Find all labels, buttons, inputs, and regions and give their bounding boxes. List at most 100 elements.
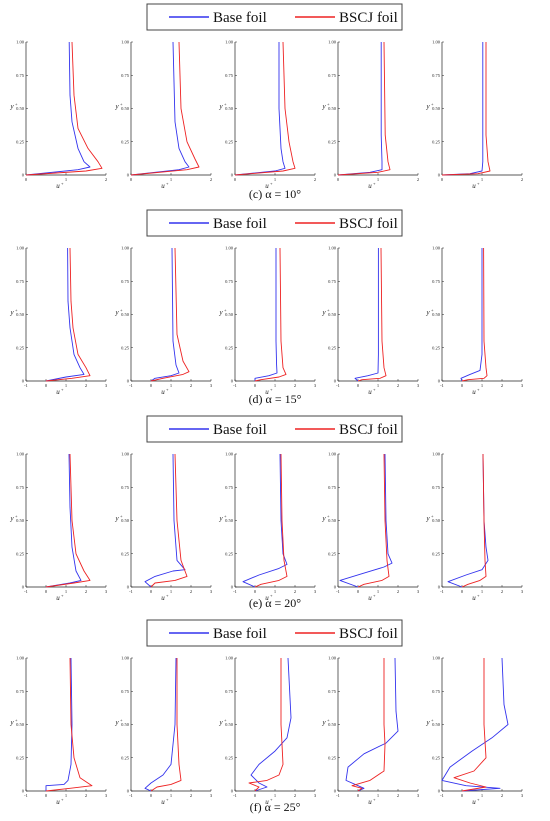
x-tick-label: 3 <box>417 793 420 798</box>
x-axis-label-sup: + <box>373 387 376 392</box>
x-tick-label: 3 <box>314 793 317 798</box>
x-tick-label: 0 <box>441 177 444 182</box>
y-axis-label: y <box>218 719 223 727</box>
series-base-line <box>337 42 383 176</box>
x-tick-label: 1 <box>170 177 172 182</box>
x-tick-label: 0 <box>254 793 257 798</box>
panel-2-4: 00.250.500.751.00-1 0 1 2 3y +u + <box>321 246 419 397</box>
x-tick-label: 0 <box>25 177 28 182</box>
x-tick-label: 0 <box>357 589 360 594</box>
y-tick-label: 0.75 <box>121 485 130 490</box>
panel-4-5: 00.250.500.751.00-1 0 1 2 3y +u + <box>425 656 523 807</box>
series-base-line <box>130 41 190 176</box>
x-tick-label: 0 <box>150 383 153 388</box>
series-base-line <box>254 248 278 381</box>
y-axis-label-sup: + <box>431 102 434 107</box>
y-tick-label: 0.50 <box>328 312 337 317</box>
x-axis-label-sup: + <box>477 593 480 598</box>
y-axis-label-sup: + <box>224 514 227 519</box>
y-tick-label: 0.25 <box>225 139 234 144</box>
x-tick-label: 0 <box>254 383 257 388</box>
x-tick-label: 1 <box>65 177 67 182</box>
x-tick-label: 2 <box>314 177 316 182</box>
y-axis-label-sup: + <box>15 308 18 313</box>
series-base-line <box>441 42 484 176</box>
x-tick-label: 2 <box>85 793 87 798</box>
y-tick-label: 0.25 <box>432 551 441 556</box>
y-axis-label-sup: + <box>431 308 434 313</box>
series-bscj-line <box>254 247 287 382</box>
y-tick-label: 1.00 <box>121 246 130 251</box>
y-tick-label: 0.50 <box>432 312 441 317</box>
x-tick-label: 0 <box>45 793 48 798</box>
y-tick-label: 0.75 <box>432 73 441 78</box>
y-axis-label: y <box>9 309 14 317</box>
y-tick-label: 1.00 <box>432 40 441 45</box>
x-axis-label-sup: + <box>373 181 376 186</box>
y-tick-label: 0.50 <box>121 106 130 111</box>
y-axis-label: y <box>114 103 119 111</box>
x-axis-label: u <box>368 388 372 396</box>
x-tick-label: 1 <box>170 793 172 798</box>
x-tick-label: 3 <box>314 383 317 388</box>
y-tick-label: 0.25 <box>16 345 25 350</box>
x-tick-label: 2 <box>294 383 296 388</box>
y-tick-label: 0.75 <box>225 689 234 694</box>
y-axis-label: y <box>114 515 119 523</box>
x-axis-label: u <box>56 182 60 190</box>
y-tick-label: 1.00 <box>16 452 25 457</box>
legend-base-label: Base foil <box>213 10 267 26</box>
series-base-line <box>144 657 177 792</box>
x-tick-label: -1 <box>336 589 340 594</box>
y-tick-label: 0.50 <box>432 518 441 523</box>
y-tick-label: 0 <box>22 585 25 590</box>
x-axis-label: u <box>472 388 476 396</box>
x-tick-label: 0 <box>461 383 464 388</box>
x-tick-label: 0 <box>150 793 153 798</box>
x-tick-label: 3 <box>521 383 524 388</box>
series-bscj-line <box>453 658 487 792</box>
x-tick-label: 0 <box>357 383 360 388</box>
y-tick-label: 1.00 <box>225 656 234 661</box>
x-axis-label-sup: + <box>270 593 273 598</box>
x-tick-label: 2 <box>294 793 296 798</box>
x-axis-label: u <box>472 182 476 190</box>
legend-base-label: Base foil <box>213 626 267 642</box>
x-tick-label: 2 <box>85 589 87 594</box>
y-tick-label: 1.00 <box>225 40 234 45</box>
series-base-line <box>447 453 489 588</box>
series-bscj-line <box>234 41 296 176</box>
y-tick-label: 1.00 <box>432 246 441 251</box>
y-tick-label: 0.25 <box>121 345 130 350</box>
y-tick-label: 0.50 <box>225 312 234 317</box>
series-bscj-line <box>357 453 390 588</box>
chart-caption: (f) α = 25° <box>250 800 301 814</box>
y-axis-label: y <box>218 515 223 523</box>
y-tick-label: 0 <box>334 789 337 794</box>
series-bscj-line <box>461 247 488 382</box>
x-axis-label-sup: + <box>61 797 64 802</box>
y-axis-label-sup: + <box>120 102 123 107</box>
series-bscj-line <box>45 453 91 588</box>
y-tick-label: 0 <box>22 173 25 178</box>
series-base-line <box>45 657 73 791</box>
x-tick-label: 2 <box>85 383 87 388</box>
y-tick-label: 0.50 <box>16 722 25 727</box>
y-tick-label: 0.50 <box>225 106 234 111</box>
y-axis-label-sup: + <box>431 514 434 519</box>
x-tick-label: 3 <box>105 383 108 388</box>
y-tick-label: 0.75 <box>328 279 337 284</box>
x-axis-label: u <box>265 182 269 190</box>
y-tick-label: 0.25 <box>225 551 234 556</box>
y-tick-label: 0 <box>334 173 337 178</box>
y-tick-label: 0.75 <box>225 73 234 78</box>
x-tick-label: -1 <box>233 589 237 594</box>
x-tick-label: 0 <box>150 589 153 594</box>
series-bscj-line <box>130 41 200 176</box>
x-tick-label: 0 <box>45 383 48 388</box>
y-tick-label: 0.25 <box>225 755 234 760</box>
series-base-line <box>234 42 286 176</box>
x-tick-label: 3 <box>210 589 213 594</box>
